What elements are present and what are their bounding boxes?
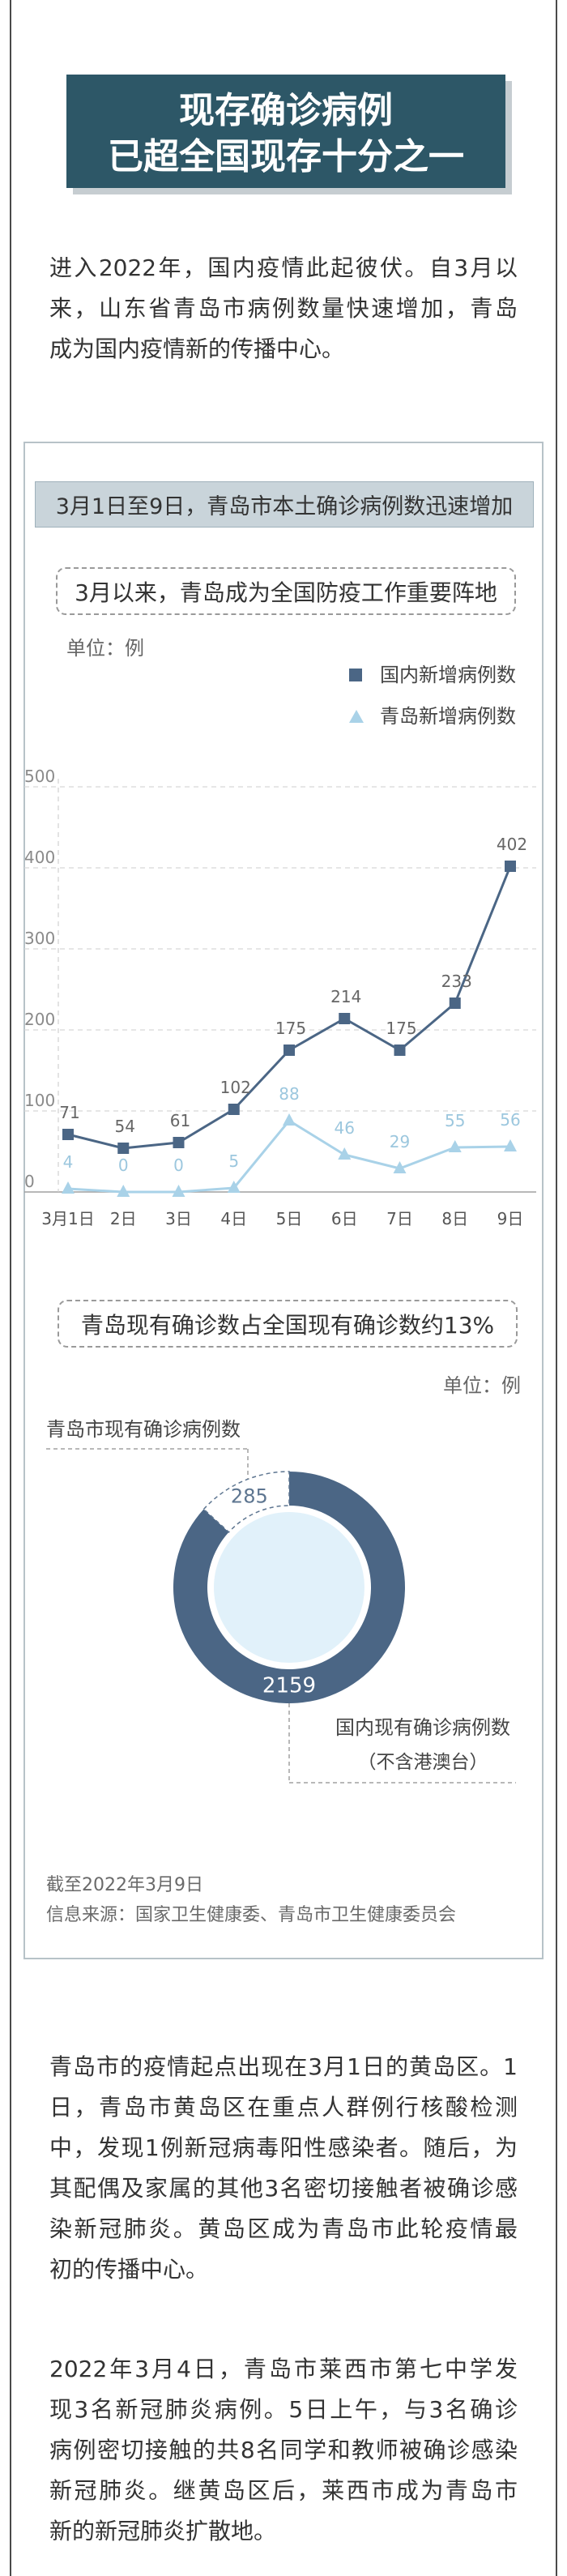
donut-chart-title: 青岛现有确诊数占全国现有确诊数约13% — [58, 1300, 518, 1348]
qingdao-data-label: 4 — [63, 1152, 74, 1172]
intro-paragraph: 进入2022年，国内疫情此起彼伏。自3月以 来，山东省青岛市病例数量快速增加，青… — [49, 248, 518, 370]
x-tick-label: 8日 — [441, 1209, 468, 1228]
national-point — [505, 861, 516, 872]
line-chart-unit: 单位：例 — [66, 637, 144, 660]
paragraph-line: 日，青岛市黄岛区在重点人群例行核酸检测 — [49, 2094, 518, 2121]
date-note: 截至2022年3月9日 — [46, 1875, 203, 1895]
national-point — [173, 1137, 185, 1148]
x-tick-label: 5日 — [276, 1209, 303, 1228]
page-frame-left — [10, 0, 11, 2576]
national-point — [117, 1143, 130, 1154]
qingdao-point — [117, 1185, 130, 1197]
donut-chart: 285 2159 — [46, 1448, 516, 1784]
page-frame-right — [556, 0, 557, 2576]
qingdao-data-label: 5 — [228, 1151, 239, 1171]
qingdao-point — [338, 1147, 352, 1160]
title-line-1: 现存确诊病例 — [179, 90, 393, 131]
donut-segment-qingdao — [202, 1471, 290, 1533]
line-chart-title: 3月以来，青岛成为全国防疫工作重要阵地 — [56, 567, 516, 615]
intro-line: 来，山东省青岛市病例数量快速增加，青岛 — [49, 295, 518, 322]
donut-label-national-block: 国内现有确诊病例数 （不含港澳台） — [322, 1715, 524, 1775]
intro-line: 进入2022年，国内疫情此起彼伏。自3月以 — [49, 254, 518, 281]
national-data-label: 54 — [115, 1117, 135, 1136]
qingdao-data-label: 0 — [173, 1156, 184, 1175]
legend-label-qingdao: 青岛新增病例数 — [380, 705, 516, 728]
paragraph-line: 其配偶及家属的其他3名密切接触者被确诊感 — [49, 2175, 518, 2202]
donut-segment-national — [173, 1472, 405, 1703]
x-tick-label: 2日 — [110, 1209, 137, 1228]
paragraph-line: 新冠肺炎。继黄岛区后，莱西市成为青岛市 — [49, 2477, 518, 2504]
qingdao-data-label: 29 — [390, 1132, 410, 1151]
donut-center — [214, 1512, 364, 1663]
y-tick-label: 400 — [24, 848, 55, 867]
paragraph-line: 新的新冠肺炎扩散地。 — [49, 2518, 277, 2544]
qingdao-data-label: 88 — [279, 1084, 299, 1104]
x-tick-label: 9日 — [497, 1209, 524, 1228]
national-series-line — [67, 865, 512, 1150]
qingdao-point — [504, 1139, 517, 1151]
donut-value-qingdao: 285 — [231, 1485, 268, 1507]
national-data-label: 233 — [441, 972, 472, 991]
qingdao-point — [227, 1181, 241, 1193]
legend-triangle-icon — [349, 710, 364, 723]
national-point — [62, 1129, 74, 1140]
qingdao-point — [62, 1181, 75, 1194]
legend-label-national: 国内新增病例数 — [380, 664, 516, 686]
title-banner: 现存确诊病例 已超全国现存十分之一 — [66, 75, 505, 188]
chart-card — [23, 442, 544, 1959]
donut-label-qingdao: 青岛市现有确诊病例数 — [46, 1418, 241, 1441]
national-data-label: 214 — [330, 987, 361, 1006]
paragraph-laixi: 2022年3月4日，青岛市莱西市第七中学发 现3名新冠肺炎病例。5日上午，与3名… — [49, 2349, 518, 2552]
y-tick-label: 100 — [24, 1091, 55, 1110]
paragraph-line: 2022年3月4日，青岛市莱西市第七中学发 — [49, 2356, 518, 2382]
card-header: 3月1日至9日，青岛市本土确诊病例数迅速增加 — [35, 481, 534, 528]
national-data-label: 71 — [59, 1103, 79, 1122]
donut-chart-unit: 单位：例 — [443, 1374, 521, 1397]
y-tick-label: 500 — [24, 767, 55, 786]
x-tick-label: 4日 — [220, 1209, 247, 1228]
paragraph-line: 初的传播中心。 — [49, 2256, 209, 2283]
national-point — [449, 998, 461, 1009]
qingdao-data-label: 0 — [118, 1156, 129, 1175]
x-tick-label: 7日 — [386, 1209, 413, 1228]
qingdao-point — [283, 1113, 296, 1126]
national-point — [339, 1013, 351, 1024]
paragraph-line: 病例密切接触的共8名同学和教师被确诊感染 — [49, 2437, 518, 2463]
source-note: 信息来源：国家卫生健康委、青岛市卫生健康委员会 — [46, 1905, 457, 1925]
qingdao-data-label: 55 — [445, 1111, 465, 1130]
paragraph-line: 中，发现1例新冠病毒阳性感染者。随后，为 — [49, 2134, 518, 2161]
national-data-label: 61 — [170, 1111, 190, 1130]
national-data-label: 175 — [275, 1019, 306, 1038]
qingdao-point — [393, 1161, 407, 1173]
national-data-label: 402 — [497, 835, 527, 854]
national-data-label: 102 — [220, 1078, 251, 1097]
legend-square-icon — [349, 669, 362, 681]
y-tick-label: 0 — [24, 1172, 35, 1191]
qingdao-point — [448, 1140, 462, 1152]
paragraph-line: 现3名新冠肺炎病例。5日上午，与3名确诊 — [49, 2396, 518, 2423]
x-tick-label: 3月1日 — [41, 1209, 94, 1228]
qingdao-data-label: 46 — [335, 1118, 355, 1138]
y-tick-label: 200 — [24, 1010, 55, 1029]
national-data-label: 175 — [386, 1019, 416, 1038]
intro-line: 成为国内疫情新的传播中心。 — [49, 335, 345, 362]
x-tick-label: 6日 — [331, 1209, 358, 1228]
x-tick-label: 3日 — [165, 1209, 192, 1228]
title-line-2: 已超全国现存十分之一 — [108, 136, 464, 177]
national-point — [284, 1044, 295, 1056]
national-point — [394, 1044, 406, 1056]
qingdao-data-label: 56 — [500, 1110, 520, 1130]
qingdao-point — [172, 1185, 185, 1197]
y-tick-label: 300 — [24, 929, 55, 948]
donut-label-national: 国内现有确诊病例数 — [335, 1716, 510, 1739]
paragraph-line: 青岛市的疫情起点出现在3月1日的黄岛区。1 — [49, 2053, 518, 2080]
donut-value-national: 2159 — [262, 1674, 316, 1698]
paragraph-line: 染新冠肺炎。黄岛区成为青岛市此轮疫情最 — [49, 2215, 518, 2242]
donut-label-national-note: （不含港澳台） — [357, 1752, 488, 1773]
national-point — [228, 1104, 240, 1115]
paragraph-huangdao: 青岛市的疫情起点出现在3月1日的黄岛区。1 日，青岛市黄岛区在重点人群例行核酸检… — [49, 2047, 518, 2290]
